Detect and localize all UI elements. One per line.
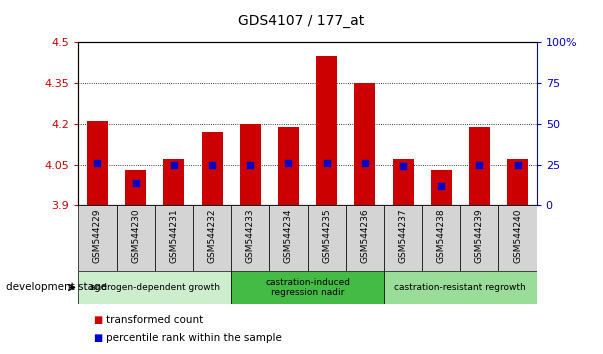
Text: GSM544235: GSM544235 xyxy=(322,209,331,263)
Bar xyxy=(507,159,528,205)
Text: GSM544232: GSM544232 xyxy=(207,209,216,263)
Point xyxy=(283,160,293,166)
Text: GSM544236: GSM544236 xyxy=(361,209,369,263)
Bar xyxy=(278,127,299,205)
Bar xyxy=(155,205,193,271)
Bar xyxy=(240,124,260,205)
Bar xyxy=(308,205,346,271)
Bar xyxy=(193,205,231,271)
Text: GSM544233: GSM544233 xyxy=(246,209,254,263)
Bar xyxy=(270,205,308,271)
Point xyxy=(169,162,178,167)
Text: castration-induced
regression nadir: castration-induced regression nadir xyxy=(265,278,350,297)
Text: castration-resistant regrowth: castration-resistant regrowth xyxy=(394,283,526,292)
Point xyxy=(207,162,217,167)
Point xyxy=(360,160,370,166)
Bar xyxy=(78,205,116,271)
Bar xyxy=(231,205,270,271)
Bar xyxy=(393,159,414,205)
Text: transformed count: transformed count xyxy=(106,315,203,325)
Bar xyxy=(355,83,375,205)
Text: GSM544238: GSM544238 xyxy=(437,209,446,263)
Bar xyxy=(116,205,155,271)
Bar xyxy=(231,271,384,304)
Point xyxy=(245,162,255,167)
Point xyxy=(131,180,140,185)
Point xyxy=(475,162,484,167)
Text: ■: ■ xyxy=(93,333,103,343)
Bar xyxy=(460,205,499,271)
Bar xyxy=(469,127,490,205)
Point xyxy=(322,160,332,166)
Text: GSM544229: GSM544229 xyxy=(93,209,102,263)
Text: GDS4107 / 177_at: GDS4107 / 177_at xyxy=(238,14,365,28)
Bar xyxy=(422,205,460,271)
Text: GSM544239: GSM544239 xyxy=(475,209,484,263)
Text: ■: ■ xyxy=(93,315,103,325)
Point xyxy=(437,183,446,189)
Bar xyxy=(78,271,231,304)
Bar xyxy=(384,271,537,304)
Text: development stage: development stage xyxy=(6,282,107,292)
Text: GSM544234: GSM544234 xyxy=(284,209,293,263)
Text: GSM544231: GSM544231 xyxy=(169,209,178,263)
Bar xyxy=(163,159,185,205)
Text: GSM544230: GSM544230 xyxy=(131,209,140,263)
Bar xyxy=(499,205,537,271)
Bar xyxy=(316,56,337,205)
Text: GSM544240: GSM544240 xyxy=(513,209,522,263)
Point xyxy=(513,162,522,167)
Text: androgen-dependent growth: androgen-dependent growth xyxy=(90,283,219,292)
Bar xyxy=(346,205,384,271)
Bar xyxy=(431,170,452,205)
Bar xyxy=(125,170,146,205)
Bar xyxy=(87,121,108,205)
Point xyxy=(93,160,103,166)
Bar xyxy=(384,205,422,271)
Bar xyxy=(201,132,223,205)
Text: percentile rank within the sample: percentile rank within the sample xyxy=(106,333,282,343)
Point xyxy=(398,164,408,169)
Text: GSM544237: GSM544237 xyxy=(399,209,408,263)
